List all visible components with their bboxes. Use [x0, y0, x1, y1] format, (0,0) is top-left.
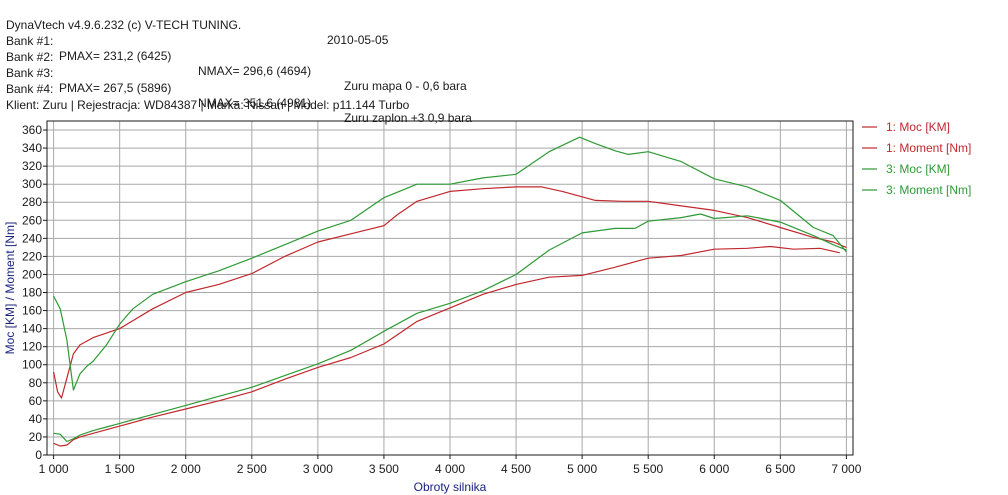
- x-tick-label: 1 500: [105, 462, 135, 476]
- chart-ticks: 0 20 40 60 80 100 120 140 160 180 200 220 240 260 280 3…: [22, 123, 862, 476]
- y-tick-label: 0: [35, 448, 42, 462]
- y-tick-label: 80: [29, 376, 43, 390]
- y-tick-label: 180: [22, 286, 42, 300]
- legend-entry: 1: Moc [KM]: [886, 120, 950, 134]
- bank4-line: Bank #4:: [6, 67, 606, 96]
- bank1-pmax: PMAX= 231,2 (6425): [59, 49, 172, 63]
- bank3-pmax: PMAX= 267,5 (5896): [59, 81, 172, 95]
- bank1-note: Zuru mapa 0 - 0,6 bara: [344, 79, 467, 93]
- legend-entry: 3: Moment [Nm]: [886, 183, 971, 197]
- client-info: Klient: Zuru | Rejestracja: WD84387 | Ma…: [6, 98, 410, 112]
- series-line-3: [53, 213, 847, 443]
- bank1-nmax: NMAX= 296,6 (4694): [198, 64, 312, 78]
- x-tick-label: 4 000: [435, 462, 465, 476]
- chart-legend: 1: Moc [KM] 1: Moment [Nm] 3: Moc [KM] 3: M…: [862, 120, 971, 197]
- y-tick-label: 220: [22, 249, 42, 263]
- bank2-label: Bank #2:: [6, 50, 54, 64]
- series-line-4: [53, 136, 847, 391]
- bank1-label: Bank #1:: [6, 34, 54, 48]
- y-tick-label: 280: [22, 195, 42, 209]
- y-tick-label: 260: [22, 213, 42, 227]
- bank3-label: Bank #3:: [6, 66, 54, 80]
- y-tick-label: 40: [29, 412, 43, 426]
- x-axis-label: Obroty silnika: [414, 480, 487, 494]
- x-tick-label: 5 000: [567, 462, 597, 476]
- y-tick-label: 300: [22, 177, 42, 191]
- legend-entry: 1: Moment [Nm]: [886, 141, 971, 155]
- chart-grid: [47, 121, 853, 456]
- plot-frame: [46, 120, 854, 456]
- bank1-line: Bank #1: PMAX= 231,2 (6425) NMAX= 296,6 …: [6, 19, 606, 93]
- x-tick-label: 5 500: [633, 462, 663, 476]
- x-tick-label: 7 000: [831, 462, 861, 476]
- y-tick-label: 320: [22, 159, 42, 173]
- y-tick-label: 240: [22, 231, 42, 245]
- bank2-line: Bank #2:: [6, 35, 606, 64]
- x-tick-label: 6 500: [765, 462, 795, 476]
- y-tick-label: 60: [29, 394, 43, 408]
- x-tick-label: 3 500: [369, 462, 399, 476]
- test-date: 2010-05-05: [327, 33, 389, 47]
- y-tick-label: 120: [22, 340, 42, 354]
- x-tick-label: 2 000: [171, 462, 201, 476]
- y-axis-label: Moc [KM] / Moment [Nm]: [3, 222, 17, 355]
- x-tick-label: 3 000: [303, 462, 333, 476]
- y-tick-label: 340: [22, 141, 42, 155]
- x-tick-label: 1 000: [39, 462, 69, 476]
- client-info-line: Klient: Zuru | Rejestracja: WD84387 | Ma…: [6, 83, 606, 112]
- y-tick-label: 20: [29, 430, 43, 444]
- y-tick-label: 140: [22, 322, 42, 336]
- y-tick-label: 200: [22, 267, 42, 281]
- x-tick-label: 6 000: [699, 462, 729, 476]
- y-tick-label: 100: [22, 358, 42, 372]
- x-tick-label: 4 500: [501, 462, 531, 476]
- y-tick-label: 360: [22, 123, 42, 137]
- bank3-nmax: NMAX= 351,6 (4981): [198, 96, 312, 110]
- legend-entry: 3: Moc [KM]: [886, 162, 950, 176]
- series-line-2: [53, 186, 847, 399]
- chart-series: [53, 136, 847, 447]
- bank4-label: Bank #4:: [6, 82, 54, 96]
- x-tick-label: 2 500: [237, 462, 267, 476]
- header-line-1: DynaVtech v4.9.6.232 (c) V-TECH TUNING. …: [6, 3, 606, 47]
- software-title: DynaVtech v4.9.6.232 (c) V-TECH TUNING.: [6, 18, 242, 32]
- series-line-1: [53, 245, 840, 447]
- y-tick-label: 160: [22, 304, 42, 318]
